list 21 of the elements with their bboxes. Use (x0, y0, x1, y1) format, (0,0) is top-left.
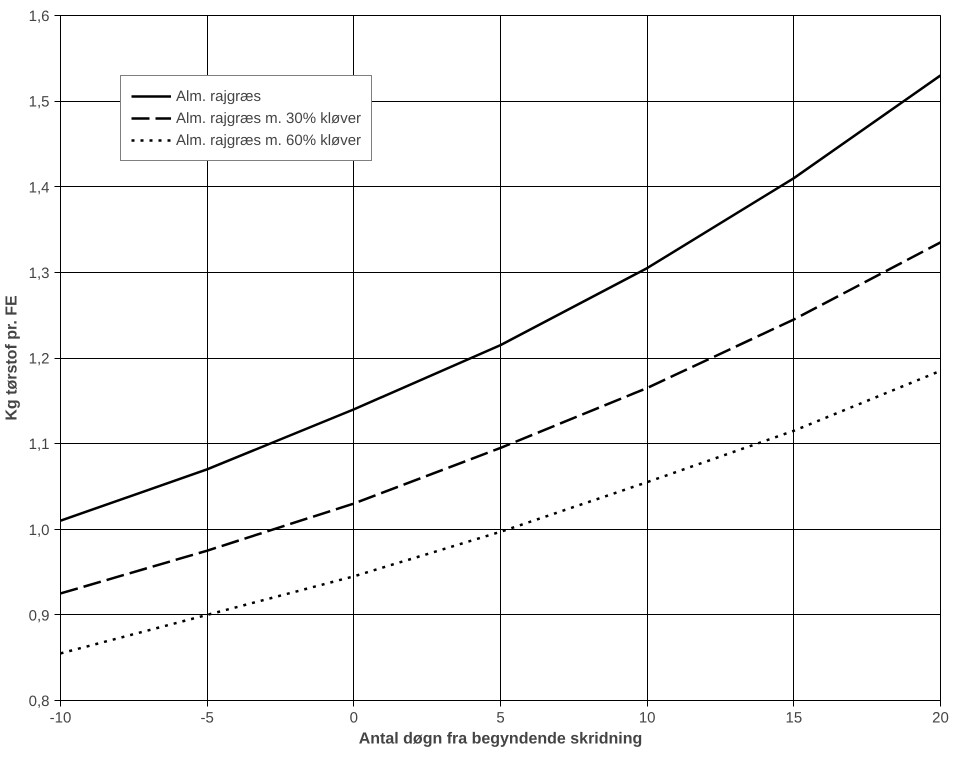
x-tick-label: 10 (638, 710, 656, 726)
y-tick-label: 1,4 (28, 179, 50, 196)
x-tick-label: 5 (496, 710, 505, 726)
y-tick-label: 1,5 (28, 94, 50, 111)
x-tick-label: -5 (200, 710, 214, 726)
y-tick-label: 0,8 (28, 693, 50, 710)
y-tick-label: 0,9 (28, 607, 50, 624)
y-tick-label: 1,0 (28, 522, 50, 539)
legend-label: Alm. rajgræs (176, 88, 262, 104)
legend-label: Alm. rajgræs m. 30% kløver (176, 110, 362, 126)
y-tick-label: 1,6 (28, 8, 50, 25)
x-tick-label: 20 (932, 710, 949, 726)
y-tick-label: 1,3 (28, 264, 50, 282)
legend-label: Alm. rajgræs m. 60% kløver (176, 132, 362, 148)
y-tick-label: 1,1 (28, 436, 50, 454)
x-tick-label: -10 (50, 710, 72, 726)
y-axis-title: Kg tørstof pr. FE (4, 295, 21, 421)
y-tick-label: 1,2 (28, 350, 50, 368)
x-tick-label: 0 (350, 710, 358, 726)
x-axis-title: Antal døgn fra begyndende skridning (358, 730, 642, 748)
x-tick-label: 15 (785, 710, 802, 726)
